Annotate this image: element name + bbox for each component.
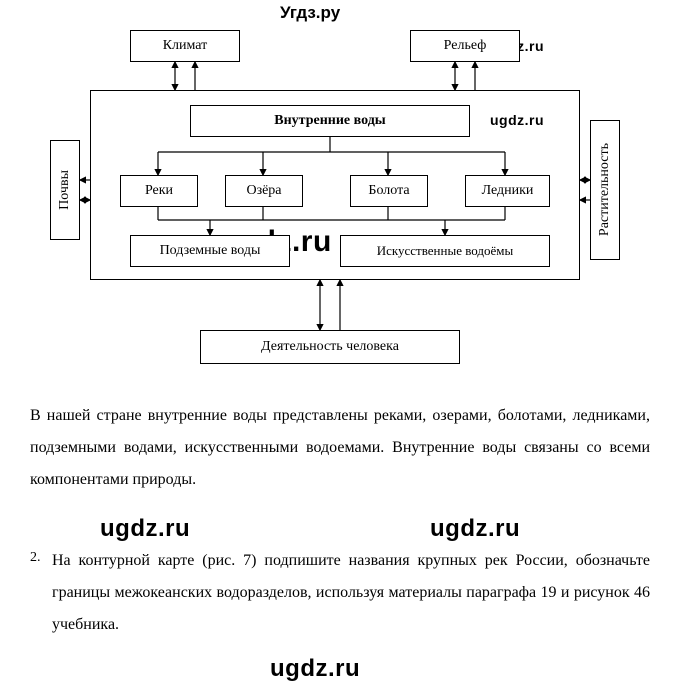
node-lakes: Озёра <box>225 175 303 207</box>
page: Угдз.ру Климат Рельеф Внутренние воды Ре… <box>0 0 680 678</box>
node-inner-waters: Внутренние воды <box>190 105 470 137</box>
node-soils-label: Почвы <box>57 170 73 210</box>
list-item-text: На контурной карте (рис. 7) подпишите на… <box>52 545 650 641</box>
node-vegetation-label: Растительность <box>597 143 613 236</box>
site-title: Угдз.ру <box>280 3 340 23</box>
node-vegetation: Растительность <box>590 120 620 260</box>
node-groundwater: Подземные воды <box>130 235 290 267</box>
node-glaciers: Ледники <box>465 175 550 207</box>
node-human: Деятельность человека <box>200 330 460 364</box>
node-rivers: Реки <box>120 175 198 207</box>
watermark: ugdz.ru <box>430 515 520 543</box>
node-artificial: Искусственные водоёмы <box>340 235 550 267</box>
diagram-area: Климат Рельеф Внутренние воды Реки Озёра… <box>50 30 630 380</box>
node-relief: Рельеф <box>410 30 520 62</box>
paragraph-text: В нашей стране внутренние воды представл… <box>30 400 650 496</box>
node-swamps: Болота <box>350 175 428 207</box>
watermark: ugdz.ru <box>100 515 190 543</box>
node-climate: Климат <box>130 30 240 62</box>
watermark: ugdz.ru <box>270 655 360 683</box>
node-soils: Почвы <box>50 140 80 240</box>
list-number: 2. <box>30 550 41 566</box>
